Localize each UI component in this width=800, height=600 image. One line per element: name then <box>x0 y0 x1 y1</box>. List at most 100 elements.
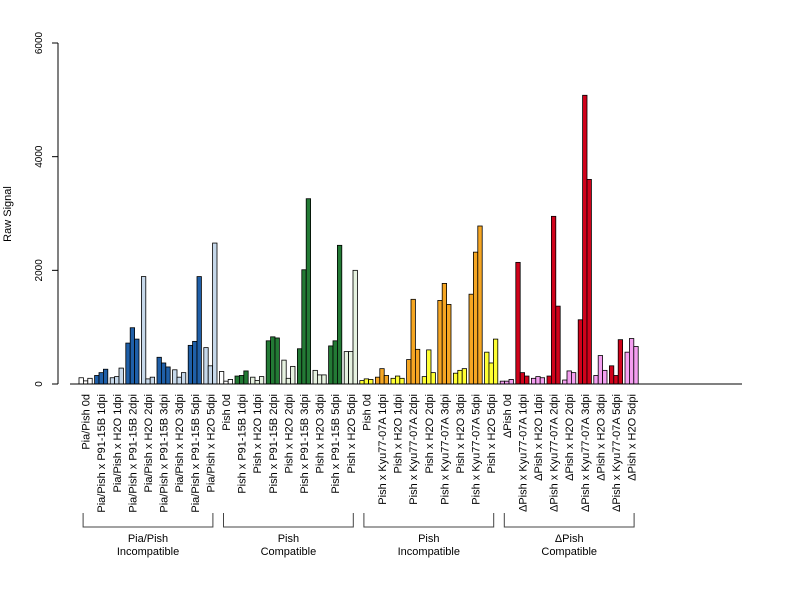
x-tick-label: Pish x Kyu77-07A 3dpi <box>439 394 451 505</box>
group-label: Pia/Pish <box>128 533 168 545</box>
bar-group <box>281 359 296 385</box>
bar-group <box>577 94 592 385</box>
bar <box>172 369 178 385</box>
bar <box>446 304 452 385</box>
bar <box>243 370 249 385</box>
bar <box>629 338 635 385</box>
bar <box>468 293 474 385</box>
bar <box>531 377 537 385</box>
x-tick-label: ΔPish x H2O 2dpi <box>564 394 576 481</box>
bar <box>586 178 592 385</box>
bar <box>156 356 162 385</box>
bar <box>348 351 354 385</box>
group-sublabel: Incompatible <box>117 546 179 558</box>
bar <box>274 337 280 385</box>
group-bracket <box>82 513 214 528</box>
bar-group <box>312 369 327 385</box>
bar <box>461 368 468 385</box>
bar <box>250 376 256 385</box>
x-tick-label: Pia/Pish x H2O 2dpi <box>143 394 155 492</box>
bar <box>488 362 494 385</box>
bar-group <box>187 276 202 385</box>
bar <box>457 369 463 385</box>
bar <box>546 375 552 385</box>
x-tick-label: Pish x H2O 1dpi <box>393 394 405 473</box>
x-tick-label: Pia/Pish x P91-15B 2dpi <box>127 394 139 513</box>
x-tick-label: Pish x P91-15B 1dpi <box>237 394 249 494</box>
bar <box>94 375 100 385</box>
bar-group <box>390 375 405 385</box>
bar <box>316 374 323 385</box>
bar <box>597 355 604 385</box>
bar <box>301 269 307 385</box>
bar <box>390 377 396 385</box>
x-tick-label: Pia/Pish x H2O 5dpi <box>205 394 217 492</box>
bar <box>270 336 276 385</box>
y-tick-label: 4000 <box>34 145 45 168</box>
bar <box>359 380 365 385</box>
group-label: Pish <box>418 533 439 545</box>
bar-group <box>437 283 452 385</box>
bar <box>524 375 530 385</box>
group-label: Pish <box>278 533 299 545</box>
bar-group <box>234 370 249 385</box>
x-tick-label: Pish x P91-15B 5dpi <box>330 394 342 494</box>
x-tick-label: Pia/Pish x P91-15B 1dpi <box>96 394 108 513</box>
y-tick-label: 2000 <box>34 259 45 282</box>
bar <box>441 283 448 385</box>
bar <box>129 327 135 385</box>
group-sublabel: Incompatible <box>398 546 460 558</box>
bar <box>140 276 147 385</box>
x-tick-labels: Pia/Pish 0d Pia/Pish x P91-15B 1dpi Pia/Pi… <box>81 394 639 513</box>
bar <box>336 244 343 385</box>
y-tick-label: 0 <box>34 381 45 387</box>
x-tick-label: ΔPish x Kyu77-07A 5dpi <box>611 394 623 512</box>
bar <box>617 339 624 385</box>
x-tick-label: ΔPish x H2O 5dpi <box>627 394 639 481</box>
bar <box>374 376 381 385</box>
bar <box>149 376 155 385</box>
bar <box>582 94 588 385</box>
bar <box>290 365 296 385</box>
bar <box>519 372 526 385</box>
bar-group <box>78 377 93 385</box>
bar <box>176 376 182 385</box>
bar-group <box>172 369 187 385</box>
bar-group <box>624 338 639 385</box>
bar <box>383 375 390 385</box>
bar-group <box>531 376 546 385</box>
bar <box>160 362 167 385</box>
bar-group <box>593 355 608 385</box>
bar <box>238 375 245 385</box>
bar <box>258 376 265 385</box>
bar <box>609 365 615 385</box>
bar <box>87 377 93 385</box>
bar <box>180 372 187 385</box>
bar <box>414 348 421 385</box>
bar-group <box>609 339 624 385</box>
bar <box>296 348 303 385</box>
bar <box>566 370 572 385</box>
bar-group <box>499 379 514 385</box>
bar-group <box>468 225 483 385</box>
bar-group <box>452 368 468 385</box>
bar-group <box>343 269 358 385</box>
group-bracket <box>363 513 495 528</box>
bar <box>472 251 479 385</box>
bar <box>352 269 358 385</box>
x-tick-label: Pish x H2O 3dpi <box>315 394 327 473</box>
y-axis-label: Raw Signal <box>2 186 14 242</box>
x-tick-label: Pish x H2O 5dpi <box>346 394 358 473</box>
bar <box>312 369 318 385</box>
bar <box>477 225 483 385</box>
bar <box>593 375 599 385</box>
bar <box>343 351 350 385</box>
bar <box>285 377 292 385</box>
bar <box>109 377 115 385</box>
bar <box>328 345 334 385</box>
bar <box>571 372 577 385</box>
bar <box>562 379 568 385</box>
bar <box>484 351 490 385</box>
bar <box>192 340 198 385</box>
x-tick-label: Pish x Kyu77-07A 1dpi <box>377 394 389 505</box>
